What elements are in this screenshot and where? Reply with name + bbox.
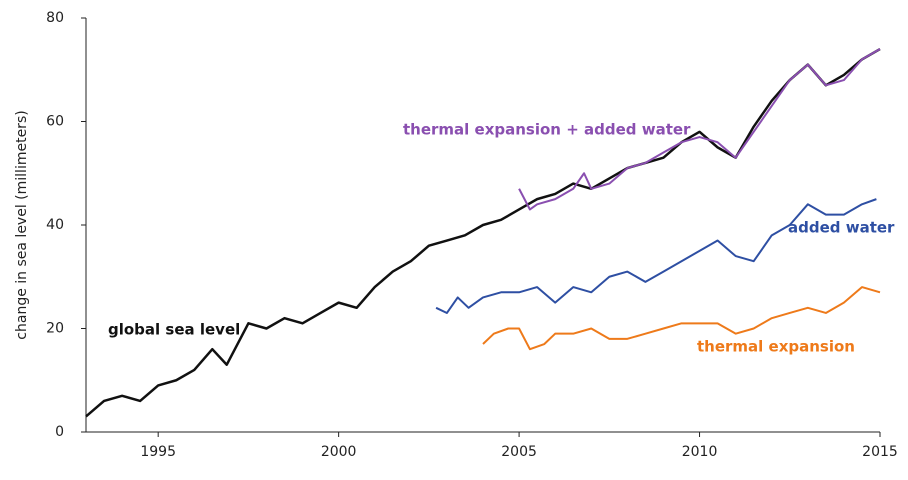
x-tick-label: 1995 [140, 444, 176, 460]
series-label: added water [788, 219, 895, 237]
y-tick-label: 0 [55, 424, 64, 440]
series-line [85, 47, 881, 418]
series-line [435, 198, 877, 314]
y-tick-label: 20 [46, 321, 64, 337]
series-line [518, 48, 881, 211]
series-label: thermal expansion + added water [403, 121, 691, 139]
series-line [482, 286, 881, 351]
y-axis-label: change in sea level (millimeters) [14, 110, 30, 339]
series-label: global sea level [108, 321, 240, 339]
y-tick-label: 40 [46, 217, 64, 233]
x-tick-label: 2005 [501, 444, 537, 460]
y-tick-label: 80 [46, 10, 64, 26]
x-tick-label: 2010 [682, 444, 718, 460]
series-label: thermal expansion [697, 338, 855, 356]
x-tick-label: 2015 [862, 444, 898, 460]
y-tick-label: 60 [46, 114, 64, 130]
x-tick-label: 2000 [321, 444, 357, 460]
